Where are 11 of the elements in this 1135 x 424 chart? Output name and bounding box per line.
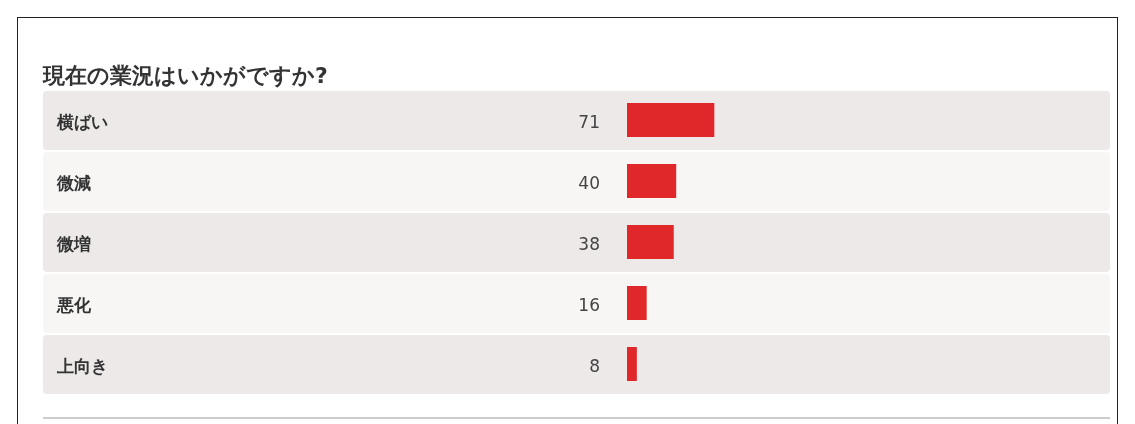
y-tick-label: 横ばい bbox=[56, 111, 108, 132]
y-tick-label: 微増 bbox=[56, 233, 91, 254]
data-label: 38 bbox=[578, 233, 600, 254]
text: 現在の業況はいかがですか? bbox=[42, 63, 328, 88]
data-label: 16 bbox=[578, 294, 600, 315]
data-label: 71 bbox=[578, 111, 600, 132]
data-label: 40 bbox=[578, 172, 600, 193]
y-tick-label: 悪化 bbox=[56, 294, 92, 315]
y-tick-label: 微減 bbox=[56, 172, 91, 193]
data-label: 8 bbox=[589, 355, 600, 376]
y-tick-label: 上向き bbox=[56, 355, 108, 376]
